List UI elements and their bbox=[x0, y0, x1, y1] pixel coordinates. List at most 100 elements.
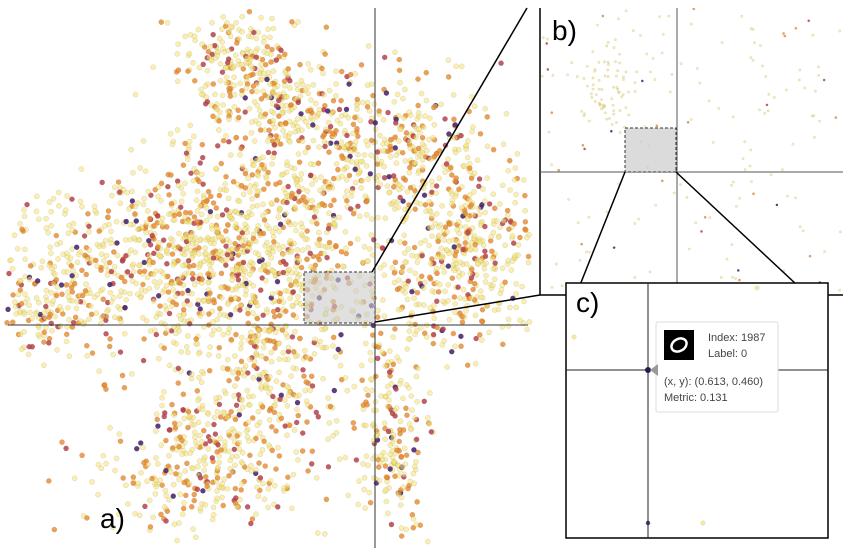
point bbox=[408, 145, 413, 150]
point bbox=[254, 485, 259, 490]
point bbox=[839, 231, 841, 233]
point bbox=[89, 479, 94, 484]
point bbox=[214, 230, 219, 235]
point bbox=[195, 487, 200, 492]
point bbox=[283, 309, 288, 314]
point bbox=[541, 75, 543, 77]
point bbox=[295, 19, 300, 24]
point bbox=[429, 179, 434, 184]
point bbox=[225, 222, 230, 227]
point bbox=[64, 332, 69, 337]
point bbox=[131, 262, 136, 267]
point bbox=[615, 121, 617, 123]
point bbox=[546, 38, 548, 40]
point bbox=[207, 344, 212, 349]
point bbox=[215, 214, 220, 219]
point bbox=[356, 502, 361, 507]
point bbox=[436, 224, 441, 229]
point bbox=[298, 111, 303, 116]
point bbox=[239, 359, 244, 364]
point bbox=[749, 165, 751, 167]
point bbox=[17, 221, 22, 226]
point bbox=[364, 198, 369, 203]
point bbox=[232, 353, 237, 358]
point bbox=[330, 433, 335, 438]
point bbox=[240, 404, 245, 409]
point bbox=[369, 216, 374, 221]
point bbox=[365, 259, 370, 264]
point bbox=[291, 289, 296, 294]
point bbox=[732, 181, 734, 183]
point bbox=[380, 297, 385, 302]
point bbox=[262, 439, 267, 444]
point bbox=[335, 118, 340, 123]
point bbox=[277, 207, 282, 212]
point bbox=[436, 239, 441, 244]
point bbox=[730, 184, 732, 186]
point bbox=[151, 65, 156, 70]
point bbox=[250, 310, 255, 315]
point bbox=[242, 227, 247, 232]
point bbox=[167, 243, 172, 248]
point bbox=[295, 275, 300, 280]
point bbox=[42, 330, 47, 335]
point bbox=[344, 107, 349, 112]
point bbox=[296, 151, 301, 156]
point bbox=[603, 105, 605, 107]
point bbox=[373, 127, 378, 132]
point bbox=[166, 192, 171, 197]
point bbox=[393, 120, 398, 125]
point bbox=[199, 172, 204, 177]
point bbox=[483, 254, 488, 259]
point bbox=[835, 116, 837, 118]
point bbox=[416, 146, 421, 151]
point bbox=[179, 438, 184, 443]
point bbox=[255, 189, 260, 194]
point bbox=[235, 433, 240, 438]
point bbox=[590, 93, 592, 95]
point bbox=[415, 76, 420, 81]
point bbox=[567, 198, 569, 200]
point bbox=[118, 349, 123, 354]
point bbox=[44, 288, 49, 293]
point bbox=[43, 325, 48, 330]
point bbox=[320, 71, 325, 76]
point bbox=[292, 205, 297, 210]
point bbox=[823, 79, 825, 81]
point bbox=[162, 346, 167, 351]
point bbox=[399, 525, 404, 530]
point bbox=[485, 175, 490, 180]
point bbox=[515, 151, 520, 156]
point bbox=[738, 197, 740, 199]
point bbox=[181, 163, 186, 168]
point bbox=[223, 228, 228, 233]
point bbox=[380, 245, 385, 250]
point bbox=[261, 202, 266, 207]
point bbox=[295, 183, 300, 188]
point bbox=[333, 93, 338, 98]
point bbox=[430, 289, 435, 294]
point bbox=[598, 61, 600, 63]
point bbox=[123, 237, 128, 242]
point bbox=[351, 211, 356, 216]
point bbox=[388, 443, 393, 448]
point bbox=[453, 150, 458, 155]
point bbox=[170, 238, 175, 243]
point bbox=[388, 452, 393, 457]
point bbox=[475, 158, 480, 163]
point bbox=[592, 77, 594, 79]
point bbox=[496, 235, 501, 240]
point bbox=[755, 286, 759, 290]
point bbox=[397, 57, 402, 62]
point bbox=[364, 454, 369, 459]
point bbox=[375, 149, 380, 154]
point bbox=[176, 231, 181, 236]
point bbox=[147, 286, 152, 291]
point bbox=[254, 339, 259, 344]
point bbox=[287, 85, 292, 90]
point bbox=[226, 430, 231, 435]
point bbox=[384, 475, 389, 480]
point bbox=[285, 160, 290, 165]
point bbox=[300, 248, 305, 253]
point bbox=[513, 291, 518, 296]
